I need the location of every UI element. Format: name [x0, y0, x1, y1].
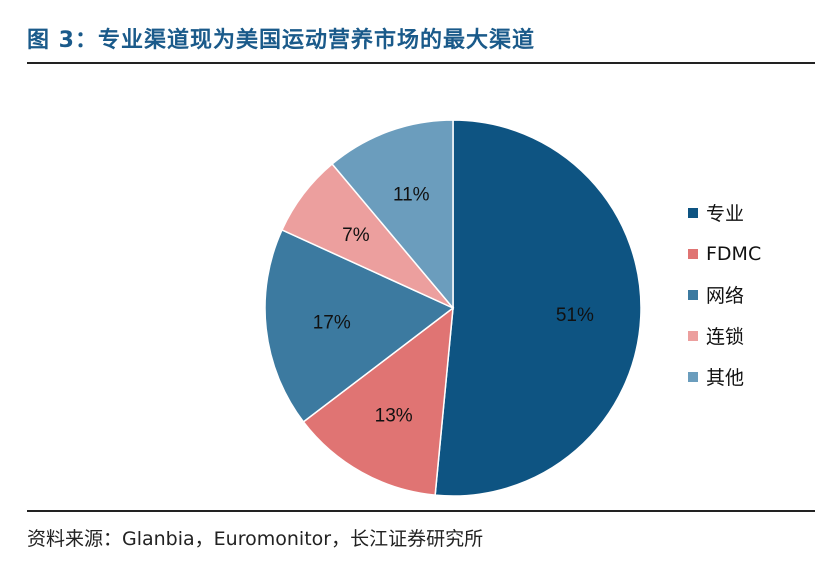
- pie-slice-1: [434, 119, 642, 497]
- chart-title: 图 3：专业渠道现为美国运动营养市场的最大渠道: [27, 28, 535, 53]
- legend-label: 连锁: [706, 326, 745, 348]
- legend-label: 专业: [706, 203, 745, 225]
- legend-item-5: 其他: [688, 356, 761, 397]
- legend-swatch: [688, 248, 698, 259]
- pie-slice-3: [264, 228, 455, 423]
- legend: 专业 FDMC 网络连锁其他: [688, 192, 761, 397]
- legend-swatch: [688, 207, 698, 218]
- legend-item-1: 专业: [688, 192, 761, 233]
- legend-item-3: 网络: [688, 274, 761, 315]
- legend-label: 其他: [706, 367, 745, 389]
- pie-slice-5: [331, 119, 454, 311]
- pie-slice-2: [302, 306, 454, 496]
- legend-swatch: [688, 371, 698, 382]
- legend-swatch: [688, 289, 698, 300]
- legend-item-2: FDMC: [688, 233, 761, 274]
- title-divider: [27, 62, 815, 64]
- legend-label: FDMC: [706, 242, 762, 265]
- slice-label-3: 17%: [313, 313, 351, 334]
- slice-label-4: 7%: [342, 225, 370, 246]
- source-note: 资料来源：Glanbia，Euromonitor，长江证券研究所: [27, 528, 484, 550]
- legend-item-4: 连锁: [688, 315, 761, 356]
- legend-label: 网络: [706, 285, 745, 307]
- slice-label-5: 11%: [393, 184, 430, 205]
- legend-swatch: [688, 330, 698, 341]
- slice-label-2: 13%: [375, 406, 413, 427]
- slice-label-1: 51%: [556, 305, 594, 326]
- source-divider: [27, 510, 815, 512]
